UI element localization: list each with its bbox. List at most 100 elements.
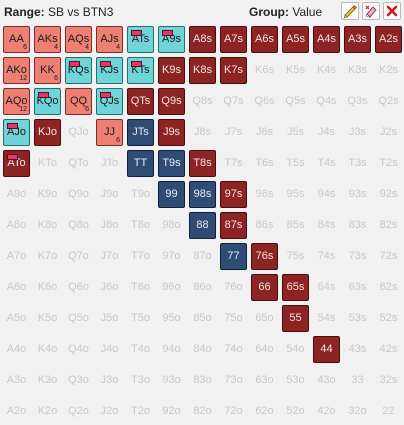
hand-cell-q7s[interactable]: Q7s [220,88,247,115]
hand-cell-k9o[interactable]: K9o [34,181,61,208]
hand-cell-t2s[interactable]: T2s [375,150,402,177]
hand-cell-63o[interactable]: 63o [251,367,278,394]
hand-cell-ajs[interactable]: AJs 4 [96,26,123,53]
hand-cell-85o[interactable]: 85o [189,305,216,332]
hand-cell-t3o[interactable]: T3o [127,367,154,394]
hand-cell-k5o[interactable]: K5o [34,305,61,332]
hand-cell-aks[interactable]: AKs 4 [34,26,61,53]
hand-cell-t4o[interactable]: T4o [127,336,154,363]
hand-cell-96s[interactable]: 96s [251,181,278,208]
hand-cell-55[interactable]: 55 [282,305,309,332]
hand-cell-95o[interactable]: 95o [158,305,185,332]
hand-cell-86s[interactable]: 86s [251,212,278,239]
hand-cell-75o[interactable]: 75o [220,305,247,332]
hand-cell-j7o[interactable]: J7o [96,243,123,270]
hand-cell-65o[interactable]: 65o [251,305,278,332]
hand-cell-t7o[interactable]: T7o [127,243,154,270]
clear-button[interactable] [383,2,401,20]
hand-cell-t7s[interactable]: T7s [220,150,247,177]
hand-cell-aqs[interactable]: AQs 4 [65,26,92,53]
hand-cell-22[interactable]: 22 [375,398,402,425]
hand-cell-t5s[interactable]: T5s [282,150,309,177]
hand-cell-a3s[interactable]: A3s [344,26,371,53]
hand-cell-t8s[interactable]: T8s [189,150,216,177]
hand-cell-74s[interactable]: 74s [313,243,340,270]
hand-cell-a5s[interactable]: A5s [282,26,309,53]
hand-cell-82s[interactable]: 82s [375,212,402,239]
hand-cell-a4s[interactable]: A4s [313,26,340,53]
hand-cell-53o[interactable]: 53o [282,367,309,394]
hand-cell-33[interactable]: 33 [344,367,371,394]
hand-cell-k9s[interactable]: K9s [158,57,185,84]
hand-cell-83o[interactable]: 83o [189,367,216,394]
hand-cell-j9s[interactable]: J9s [158,119,185,146]
hand-cell-42s[interactable]: 42s [375,336,402,363]
hand-cell-jts[interactable]: JTs [127,119,154,146]
hand-cell-k3o[interactable]: K3o [34,367,61,394]
hand-cell-63s[interactable]: 63s [344,274,371,301]
hand-cell-t9o[interactable]: T9o [127,181,154,208]
hand-cell-j2s[interactable]: J2s [375,119,402,146]
hand-cell-95s[interactable]: 95s [282,181,309,208]
hand-cell-k7o[interactable]: K7o [34,243,61,270]
hand-cell-97o[interactable]: 97o [158,243,185,270]
hand-cell-32o[interactable]: 32o [344,398,371,425]
hand-cell-87o[interactable]: 87o [189,243,216,270]
hand-cell-q9s[interactable]: Q9s [158,88,185,115]
hand-cell-53s[interactable]: 53s [344,305,371,332]
hand-cell-j2o[interactable]: J2o [96,398,123,425]
hand-cell-k2o[interactable]: K2o [34,398,61,425]
hand-cell-72o[interactable]: 72o [220,398,247,425]
hand-cell-kqs[interactable]: KQs [65,57,92,84]
hand-cell-ats[interactable]: ATs [127,26,154,53]
hand-cell-94s[interactable]: 94s [313,181,340,208]
hand-cell-j8o[interactable]: J8o [96,212,123,239]
hand-cell-84o[interactable]: 84o [189,336,216,363]
hand-cell-q5o[interactable]: Q5o [65,305,92,332]
hand-cell-j6s[interactable]: J6s [251,119,278,146]
hand-cell-a8s[interactable]: A8s [189,26,216,53]
hand-cell-52o[interactable]: 52o [282,398,309,425]
hand-cell-j3o[interactable]: J3o [96,367,123,394]
hand-cell-86o[interactable]: 86o [189,274,216,301]
hand-cell-62o[interactable]: 62o [251,398,278,425]
hand-cell-62s[interactable]: 62s [375,274,402,301]
hand-cell-64o[interactable]: 64o [251,336,278,363]
hand-cell-qto[interactable]: QTo [65,150,92,177]
hand-cell-j4o[interactable]: J4o [96,336,123,363]
hand-cell-92o[interactable]: 92o [158,398,185,425]
hand-cell-ajo[interactable]: AJo [3,119,30,146]
hand-cell-ako[interactable]: AKo 12 [3,57,30,84]
hand-cell-a2s[interactable]: A2s [375,26,402,53]
hand-cell-k3s[interactable]: K3s [344,57,371,84]
hand-cell-76s[interactable]: 76s [251,243,278,270]
hand-cell-qts[interactable]: QTs [127,88,154,115]
hand-cell-jj[interactable]: JJ 6 [96,119,123,146]
hand-cell-q4s[interactable]: Q4s [313,88,340,115]
hand-cell-87s[interactable]: 87s [220,212,247,239]
hand-cell-82o[interactable]: 82o [189,398,216,425]
hand-cell-q8s[interactable]: Q8s [189,88,216,115]
hand-cell-98o[interactable]: 98o [158,212,185,239]
hand-cell-a9s[interactable]: A9s [158,26,185,53]
hand-cell-72s[interactable]: 72s [375,243,402,270]
hand-cell-kts[interactable]: KTs [127,57,154,84]
hand-cell-54o[interactable]: 54o [282,336,309,363]
hand-cell-k8o[interactable]: K8o [34,212,61,239]
edit-button[interactable] [341,2,359,20]
hand-cell-j7s[interactable]: J7s [220,119,247,146]
hand-cell-t5o[interactable]: T5o [127,305,154,332]
erase-button[interactable] [362,2,380,20]
hand-cell-q2s[interactable]: Q2s [375,88,402,115]
hand-cell-a7s[interactable]: A7s [220,26,247,53]
hand-cell-k4o[interactable]: K4o [34,336,61,363]
hand-cell-kto[interactable]: KTo [34,150,61,177]
hand-cell-97s[interactable]: 97s [220,181,247,208]
hand-cell-t8o[interactable]: T8o [127,212,154,239]
hand-cell-a9o[interactable]: A9o [3,181,30,208]
hand-cell-a8o[interactable]: A8o [3,212,30,239]
hand-cell-q8o[interactable]: Q8o [65,212,92,239]
hand-cell-94o[interactable]: 94o [158,336,185,363]
hand-cell-k8s[interactable]: K8s [189,57,216,84]
hand-cell-93s[interactable]: 93s [344,181,371,208]
